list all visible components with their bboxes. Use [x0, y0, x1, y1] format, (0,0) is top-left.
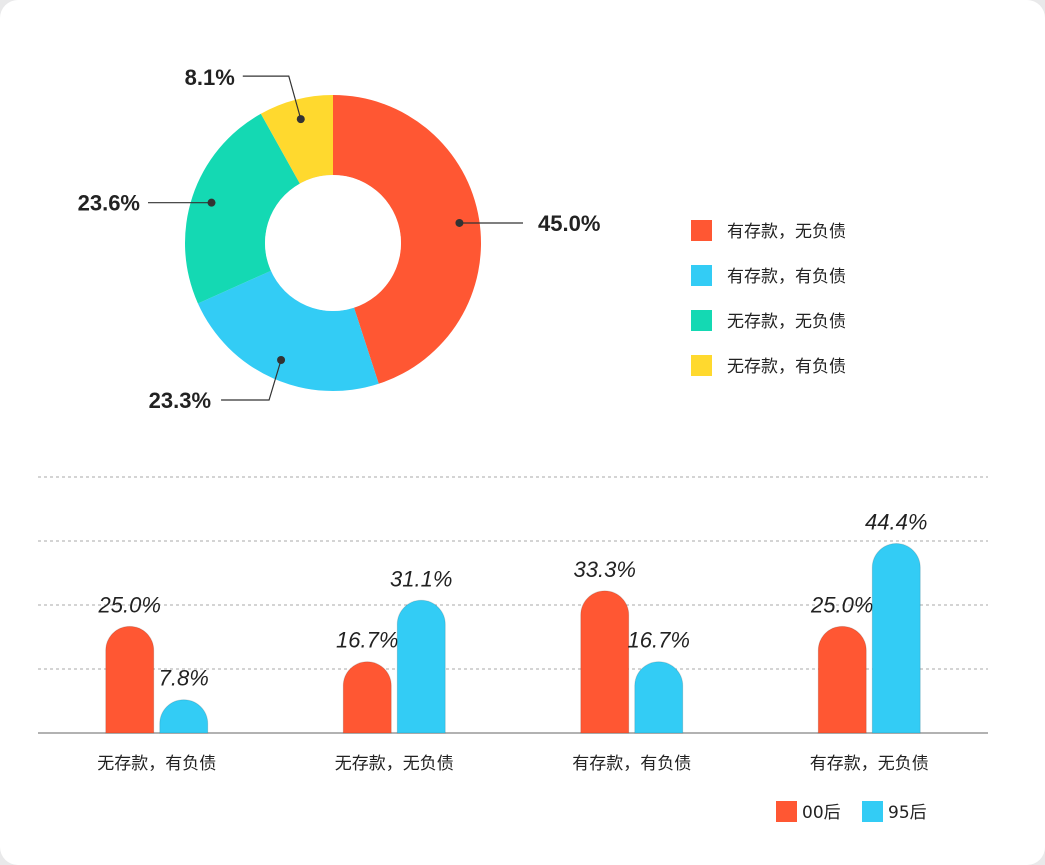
legend-swatch [691, 310, 712, 331]
legend-label: 无存款，无负债 [727, 312, 846, 332]
bar [580, 590, 630, 734]
donut-value-label: 45.0% [538, 211, 600, 236]
bar-chart: 25.0% 7.8% 无存款，有负债 16.7% 31.1% 无存款，无负债 33.3% 16… [97, 510, 929, 774]
bar [871, 543, 921, 734]
donut-value-label: 8.1% [185, 65, 235, 90]
bar-value-label: 16.7% [336, 628, 398, 653]
x-tick-label: 有存款，无负债 [810, 754, 929, 774]
legend-swatch [691, 265, 712, 286]
donut-value-label: 23.3% [149, 388, 211, 413]
bar-value-label: 25.0% [98, 592, 161, 617]
legend-label: 00后 [802, 803, 841, 823]
bar [396, 599, 446, 734]
bar-value-label: 7.8% [159, 666, 209, 691]
donut-leader-line [221, 359, 282, 401]
legend-swatch [862, 801, 883, 822]
bar-value-label: 33.3% [574, 557, 636, 582]
bar [105, 625, 155, 734]
donut-value-label: 23.6% [78, 191, 140, 216]
legend-label: 有存款，有负债 [727, 267, 846, 287]
bar-value-label: 44.4% [865, 510, 927, 535]
bar-value-label: 16.7% [628, 628, 690, 653]
bar-value-label: 31.1% [390, 566, 452, 591]
bar [342, 661, 392, 734]
legend-label: 无存款，有负债 [727, 357, 846, 377]
bar [817, 625, 867, 734]
donut-slice [260, 95, 333, 184]
legend-swatch [691, 220, 712, 241]
legend-label: 有存款，无负债 [727, 222, 846, 242]
legend-label: 95后 [888, 803, 927, 823]
bar-value-label: 25.0% [810, 592, 873, 617]
x-tick-label: 无存款，无负债 [335, 754, 454, 774]
x-tick-label: 无存款，有负债 [97, 754, 216, 774]
donut-slice [184, 113, 300, 304]
bar-legend: 00后 95后 [776, 801, 927, 823]
donut-chart: 45.0% 23.3% 23.6% 8.1% [78, 65, 601, 413]
bar [634, 661, 684, 734]
donut-hole [265, 175, 401, 311]
bar [159, 699, 209, 734]
legend-swatch [776, 801, 797, 822]
donut-leader-line [242, 75, 302, 120]
donut-slice [197, 270, 379, 392]
x-tick-label: 有存款，有负债 [572, 754, 691, 774]
donut-slice [333, 95, 482, 384]
legend-swatch [691, 355, 712, 376]
